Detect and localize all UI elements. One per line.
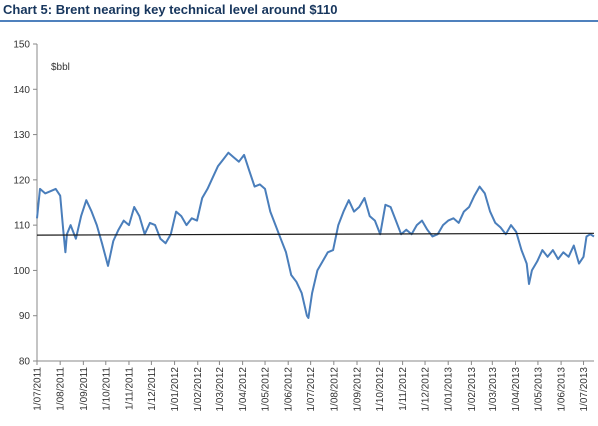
chart-title: Chart 5: Brent nearing key technical lev… bbox=[3, 2, 338, 17]
y-tick-label: 90 bbox=[19, 311, 31, 322]
y-tick-label: 150 bbox=[13, 40, 30, 51]
x-tick-label: 1/04/2013 bbox=[511, 367, 522, 412]
x-tick-label: 1/09/2012 bbox=[352, 367, 363, 412]
x-tick-label: 1/02/2013 bbox=[467, 367, 478, 412]
y-tick-label: 80 bbox=[19, 357, 31, 368]
series-layer bbox=[36, 151, 595, 319]
y-tick-label: 130 bbox=[13, 130, 30, 141]
x-tick-label: 1/08/2011 bbox=[56, 367, 67, 411]
x-tick-label: 1/05/2013 bbox=[533, 367, 544, 412]
x-tick-label: 1/03/2013 bbox=[488, 367, 499, 412]
x-tick-label: 1/11/2012 bbox=[398, 367, 409, 411]
y-tick-label: 100 bbox=[13, 266, 30, 277]
x-tick-label: 1/07/2011 bbox=[33, 367, 44, 411]
y-tick-label: 140 bbox=[13, 85, 30, 96]
x-tick-label: 1/01/2012 bbox=[170, 367, 181, 412]
chart-axes: 80 90 100 110 120 130 140 150 1/07/2011 1/08/2011… bbox=[13, 40, 594, 412]
technical-level-line bbox=[36, 232, 595, 236]
x-tick-label: 1/07/2013 bbox=[579, 367, 590, 412]
x-tick-label: 1/10/2011 bbox=[101, 367, 112, 411]
unit-label: $bbl bbox=[51, 62, 70, 73]
x-tick-label: 1/03/2012 bbox=[215, 367, 226, 412]
brent-price-line bbox=[36, 151, 595, 319]
y-tick-label: 110 bbox=[14, 221, 30, 232]
x-tick-label: 1/06/2012 bbox=[284, 367, 295, 412]
x-tick-label: 1/07/2012 bbox=[306, 367, 317, 412]
x-tick-label: 1/01/2013 bbox=[444, 367, 455, 412]
x-tick-label: 1/10/2012 bbox=[375, 367, 386, 412]
x-tick-label: 1/12/2012 bbox=[421, 367, 432, 412]
y-tick-label: 120 bbox=[13, 175, 30, 186]
x-tick-label: 1/06/2013 bbox=[557, 367, 568, 412]
x-tick-label: 1/11/2011 bbox=[124, 367, 135, 410]
title-bar: Chart 5: Brent nearing key technical lev… bbox=[0, 0, 598, 22]
x-tick-label: 1/04/2012 bbox=[238, 367, 249, 412]
x-tick-label: 1/02/2012 bbox=[193, 367, 204, 412]
x-tick-label: 1/09/2011 bbox=[79, 367, 90, 411]
x-tick-label: 1/12/2011 bbox=[147, 367, 158, 411]
x-tick-label: 1/08/2012 bbox=[329, 367, 340, 412]
x-tick-label: 1/05/2012 bbox=[261, 367, 272, 412]
